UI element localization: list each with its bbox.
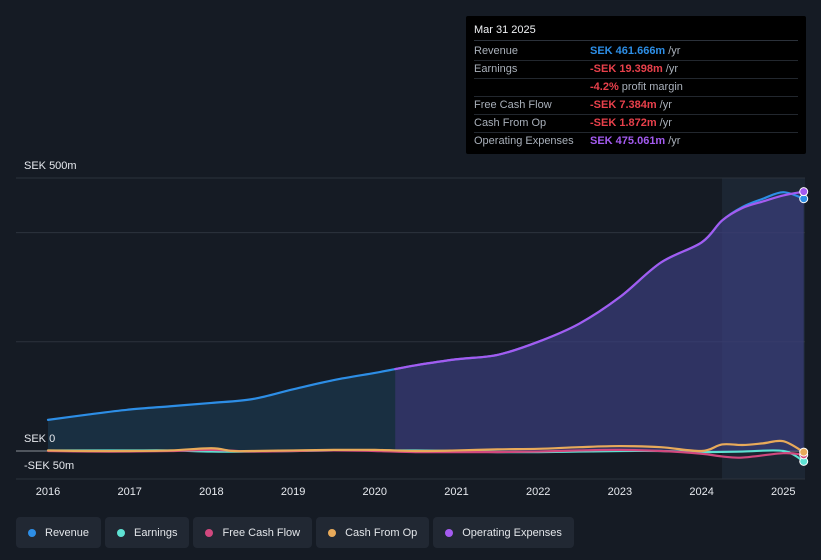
x-tick-label: 2023 xyxy=(608,486,632,498)
tooltip-value: -SEK 1.872m xyxy=(590,117,657,129)
legend-label: Revenue xyxy=(45,526,90,539)
tooltip-label: Cash From Op xyxy=(474,117,547,129)
legend-label: Operating Expenses xyxy=(462,526,562,539)
tooltip-label xyxy=(474,79,590,96)
legend-dot-icon xyxy=(205,528,214,537)
tooltip-unit: /yr xyxy=(665,63,678,75)
legend-dot-icon xyxy=(28,528,36,537)
tooltip-unit: /yr xyxy=(659,117,672,129)
tooltip-unit: /yr xyxy=(668,45,681,57)
y-axis-zero-label: SEK 0 xyxy=(24,433,56,445)
legend-item-operating-expenses[interactable]: Operating Expenses xyxy=(433,517,574,548)
tooltip-value: -4.2% xyxy=(590,81,619,93)
tooltip-date: Mar 31 2025 xyxy=(474,23,798,41)
legend-dot-icon xyxy=(328,528,337,537)
x-tick-label: 2022 xyxy=(526,486,550,498)
operating-expenses-area xyxy=(395,191,804,451)
x-tick-label: 2024 xyxy=(689,486,713,498)
tooltip-row-earnings: Earnings -SEK 19.398m /yr xyxy=(474,61,798,79)
legend-item-revenue[interactable]: Revenue xyxy=(16,517,102,548)
tooltip-row-operating-expenses: Operating Expenses SEK 475.061m /yr xyxy=(474,133,798,150)
tooltip: Mar 31 2025 Revenue SEK 461.666m /yr Ear… xyxy=(466,16,806,154)
x-tick-label: 2025 xyxy=(771,486,795,498)
tooltip-unit: /yr xyxy=(659,99,672,111)
x-tick-label: 2018 xyxy=(199,486,223,498)
legend-label: Cash From Op xyxy=(345,526,418,539)
tooltip-label: Earnings xyxy=(474,63,518,75)
tooltip-label: Revenue xyxy=(474,45,519,57)
past-data-band xyxy=(722,178,805,479)
tooltip-value: SEK 461.666m xyxy=(590,45,666,57)
revenue-area xyxy=(48,192,804,452)
legend: Revenue Earnings Free Cash Flow Cash Fro… xyxy=(16,517,574,548)
series-endpoint-cash-from-op xyxy=(799,447,809,457)
legend-dot-icon xyxy=(117,528,126,537)
series-lines xyxy=(46,187,809,466)
x-tick-label: 2019 xyxy=(281,486,305,498)
tooltip-value: SEK 475.061m xyxy=(590,135,666,147)
series-line-cash-from-op xyxy=(46,439,805,454)
tooltip-row-profit-margin: -4.2% profit margin xyxy=(474,79,798,97)
y-axis-bottom-label: -SEK 50m xyxy=(24,460,75,472)
legend-item-earnings[interactable]: Earnings xyxy=(105,517,190,548)
series-line-operating-expenses xyxy=(394,190,805,371)
x-tick-label: 2017 xyxy=(117,486,141,498)
legend-item-cash-from-op[interactable]: Cash From Op xyxy=(316,517,430,548)
grid xyxy=(16,177,805,480)
legend-label: Earnings xyxy=(134,526,178,539)
series-endpoint-operating-expenses xyxy=(799,187,809,197)
tooltip-unit: profit margin xyxy=(621,81,683,93)
x-tick-label: 2016 xyxy=(36,486,60,498)
tooltip-row-revenue: Revenue SEK 461.666m /yr xyxy=(474,43,798,61)
legend-label: Free Cash Flow xyxy=(222,526,301,539)
x-tick-label: 2021 xyxy=(444,486,468,498)
x-tick-label: 2020 xyxy=(363,486,387,498)
tooltip-label: Free Cash Flow xyxy=(474,99,552,111)
legend-dot-icon xyxy=(445,528,454,537)
tooltip-row-free-cash-flow: Free Cash Flow -SEK 7.384m /yr xyxy=(474,97,798,115)
tooltip-value: -SEK 7.384m xyxy=(590,99,657,111)
x-axis: 2016 2017 2018 2019 2020 2021 2022 2023 2024 2025 xyxy=(36,486,796,498)
y-axis-top-label: SEK 500m xyxy=(24,160,77,172)
tooltip-value: -SEK 19.398m xyxy=(590,63,663,75)
series-areas xyxy=(48,191,804,452)
legend-item-free-cash-flow[interactable]: Free Cash Flow xyxy=(193,517,313,548)
tooltip-row-cash-from-op: Cash From Op -SEK 1.872m /yr xyxy=(474,115,798,133)
tooltip-unit: /yr xyxy=(668,135,681,147)
tooltip-label: Operating Expenses xyxy=(474,135,574,147)
